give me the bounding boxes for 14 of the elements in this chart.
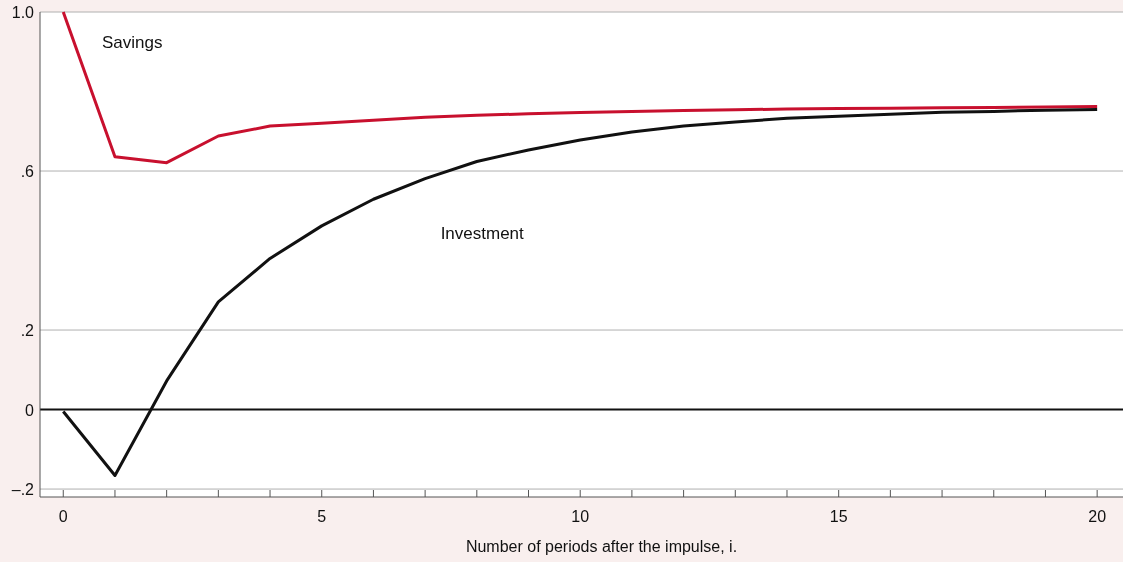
x-tick-label: 15	[829, 508, 848, 525]
y-tick-label: –.2	[11, 481, 35, 499]
x-axis-title: Number of periods after the impulse, i.	[465, 538, 738, 555]
y-tick-label: .2	[20, 322, 35, 340]
x-tick-label: 5	[317, 508, 327, 525]
line-series	[61, 10, 1099, 165]
y-tick-label: .6	[20, 163, 35, 181]
text: Investment	[440, 223, 525, 243]
x-tick-label: 0	[58, 508, 68, 525]
series-label: Savings	[102, 32, 163, 52]
x-tick-label: 10	[571, 508, 590, 525]
y-tick-label: 1.0	[11, 4, 35, 21]
x-tick-label: 20	[1088, 508, 1107, 525]
y-tick-label: 0	[25, 401, 35, 419]
